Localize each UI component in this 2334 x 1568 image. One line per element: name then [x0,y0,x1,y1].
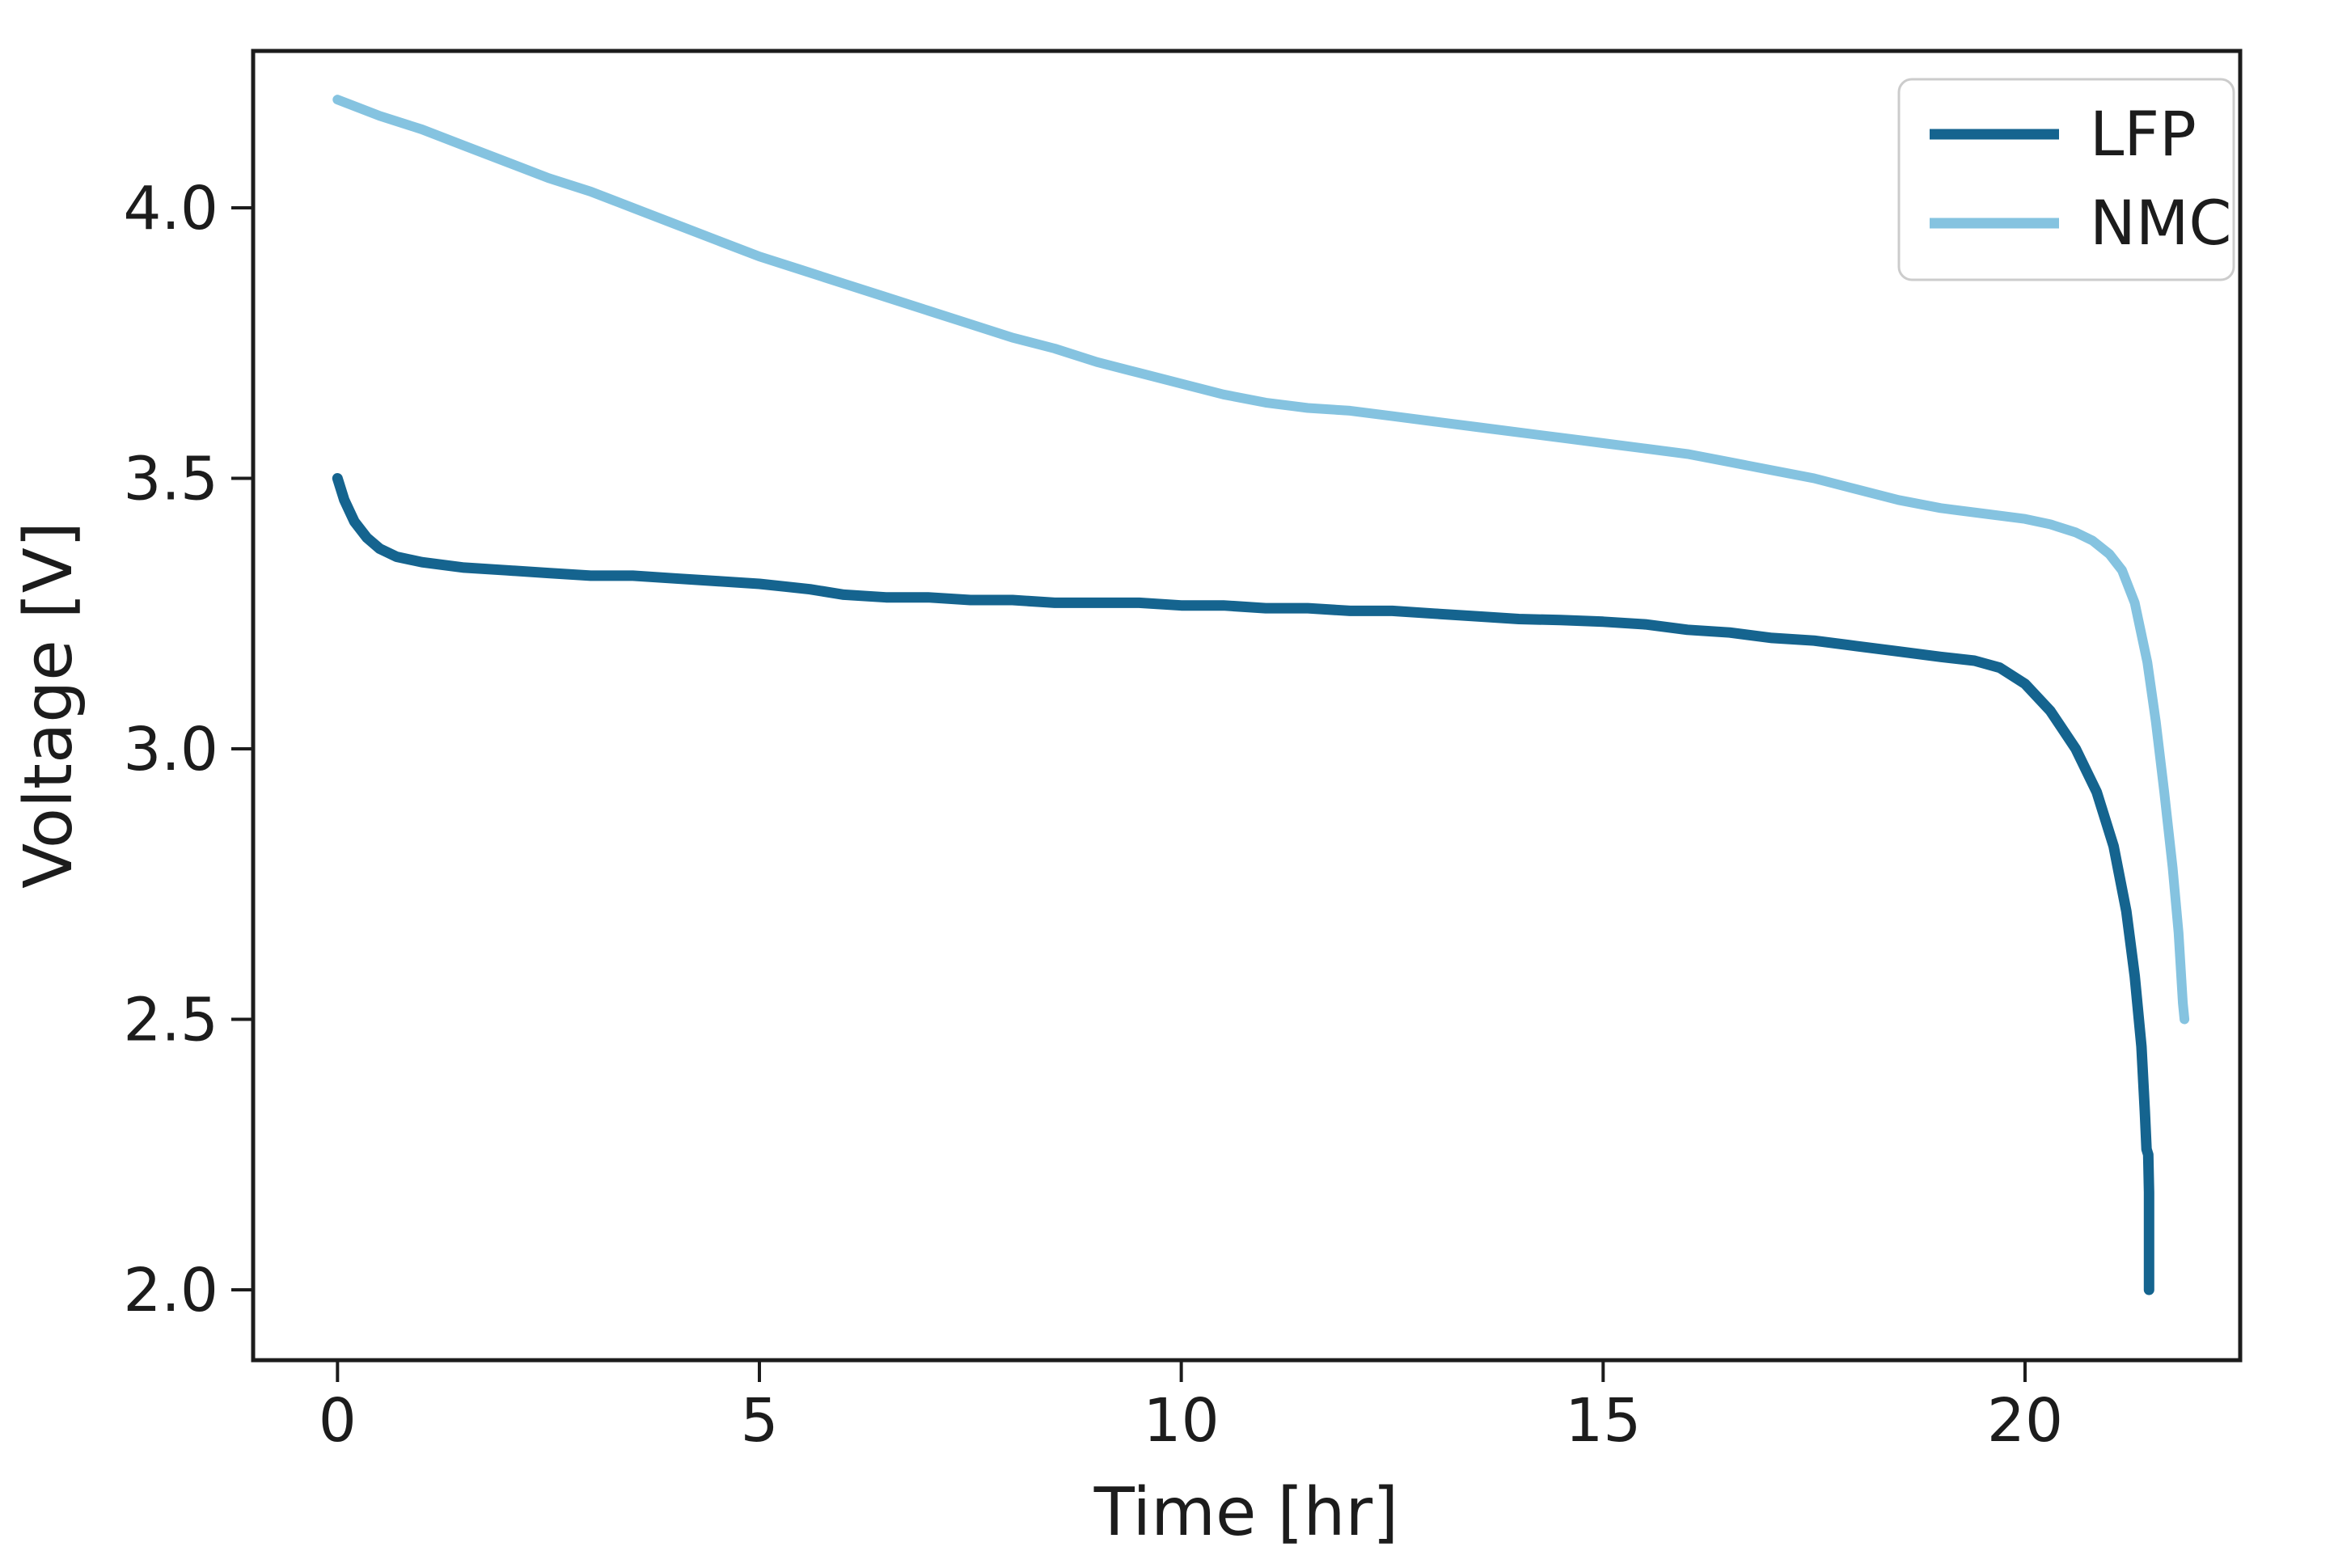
x-tick-label: 15 [1565,1386,1641,1456]
y-tick-label: 2.0 [123,1256,218,1325]
y-axis-label: Voltage [V] [11,522,87,889]
x-tick-label: 0 [319,1386,357,1456]
x-tick-label: 20 [1987,1386,2063,1456]
x-axis-label: Time [hr] [1093,1474,1398,1551]
y-tick-label: 3.0 [123,715,218,784]
y-tick-label: 4.0 [123,174,218,243]
y-tick-label: 3.5 [123,445,218,514]
y-tick-label: 2.5 [123,986,218,1055]
legend-label-nmc: NMC [2090,187,2232,259]
series-line-lfp [332,473,2154,1295]
axis-ticks: 0 5 10 15 20 2.0 2.5 3.0 3.5 4.0 [123,174,2063,1456]
series-line-nmc [332,95,2190,1025]
x-tick-label: 10 [1144,1386,1220,1456]
plot-frame [251,49,2243,1363]
legend-label-lfp: LFP [2090,98,2197,170]
legend: LFP NMC [1897,78,2235,281]
data-series [332,95,2190,1295]
x-tick-label: 5 [740,1386,778,1456]
